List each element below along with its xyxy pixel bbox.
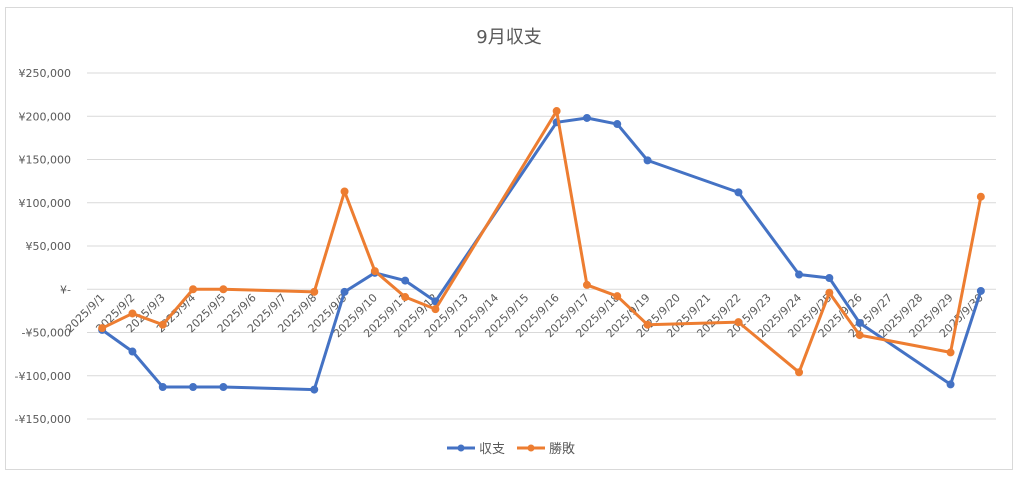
data-point	[613, 120, 622, 129]
data-point	[219, 382, 228, 391]
data-point	[401, 293, 410, 302]
legend-marker	[457, 444, 465, 452]
chart-frame	[5, 7, 1013, 470]
y-axis-ticks: ¥250,000 ¥200,000 ¥150,000 ¥100,000 ¥50,000 ¥…	[15, 67, 71, 426]
data-point	[795, 368, 804, 377]
data-point	[189, 285, 198, 294]
data-point	[825, 288, 834, 297]
data-point	[855, 331, 864, 340]
data-point	[158, 320, 167, 329]
data-point	[643, 320, 652, 329]
y-tick-label: ¥100,000	[19, 197, 72, 210]
legend-marker	[527, 444, 535, 452]
data-point	[795, 270, 804, 279]
data-point	[98, 324, 107, 333]
data-point	[310, 287, 319, 296]
data-point	[643, 156, 652, 165]
data-point	[734, 318, 743, 327]
data-point	[825, 274, 834, 283]
data-point	[370, 267, 379, 276]
data-point	[340, 287, 349, 296]
series-line	[101, 109, 983, 374]
data-point	[582, 280, 591, 289]
legend-item: 収支	[447, 442, 505, 457]
gridlines	[87, 72, 996, 420]
y-tick-label: ¥50,000	[26, 240, 72, 253]
data-point	[431, 305, 440, 314]
legend-item: 勝敗	[517, 442, 575, 457]
data-point	[946, 380, 955, 389]
data-point	[976, 286, 985, 295]
data-point	[855, 318, 864, 327]
chart-title: 9月収支	[476, 27, 541, 48]
data-point	[189, 382, 198, 391]
series-line	[101, 116, 983, 392]
legend-label: 収支	[479, 442, 505, 457]
y-tick-label: -¥50,000	[22, 327, 71, 340]
y-tick-label: ¥250,000	[19, 67, 72, 80]
legend: 収支 勝敗	[447, 442, 575, 457]
data-point	[946, 348, 955, 357]
legend-label: 勝敗	[549, 442, 575, 457]
y-tick-label: ¥150,000	[19, 154, 72, 167]
data-point	[310, 385, 319, 394]
data-point	[552, 107, 561, 116]
data-point	[128, 347, 137, 356]
series-2	[98, 107, 985, 377]
data-point	[613, 292, 622, 301]
series-1	[98, 113, 985, 394]
series-group	[98, 107, 985, 394]
data-point	[401, 276, 410, 285]
data-point	[734, 188, 743, 197]
y-tick-label: -¥100,000	[15, 370, 71, 383]
y-tick-label: ¥200,000	[19, 110, 72, 123]
y-tick-label: -¥150,000	[15, 413, 71, 426]
data-point	[976, 192, 985, 201]
data-point	[582, 113, 591, 122]
data-point	[340, 187, 349, 196]
data-point	[219, 285, 228, 294]
data-point	[128, 309, 137, 318]
data-point	[158, 382, 167, 391]
y-tick-label: ¥-	[60, 283, 71, 296]
